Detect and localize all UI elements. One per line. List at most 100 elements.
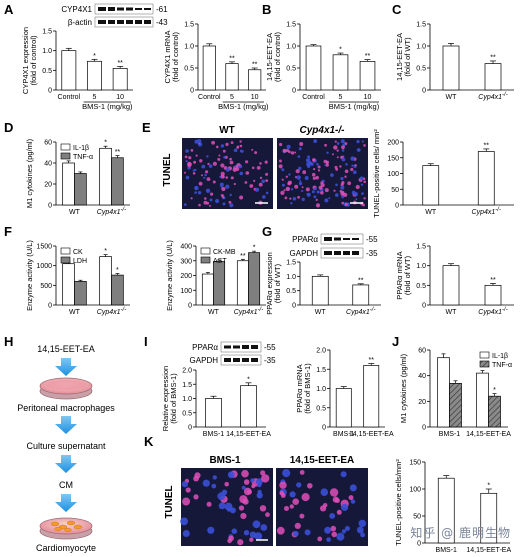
y-tick-label: 0.5 xyxy=(286,288,296,295)
bar xyxy=(213,261,226,306)
blot-i-band1-label: PPARα xyxy=(192,343,218,352)
y-tick-label: 100 xyxy=(180,288,192,295)
y-tick-label: 60 xyxy=(418,348,426,355)
bar xyxy=(484,284,502,306)
x-tick-label: 5 xyxy=(230,94,234,101)
legend-label: TNF-α xyxy=(492,362,512,369)
tunel-e-image-2 xyxy=(277,138,368,209)
panel-letter-j: J xyxy=(392,334,399,349)
flow-arrow-3 xyxy=(55,455,77,473)
blot-g-band1 xyxy=(320,233,364,245)
chart-j: 0 20 40 60 M1 cytokines (pg/ml) BMS-1 14,15-EE… xyxy=(399,348,512,439)
y-tick-label: 1.0 xyxy=(182,396,192,403)
y-tick-label: 1.5 xyxy=(286,260,296,267)
y-tick-label: 40 xyxy=(44,161,52,168)
legend-label: LDH xyxy=(73,258,87,265)
y-tick-label: 40 xyxy=(418,373,426,380)
legend-swatch xyxy=(60,247,71,255)
x-tick-label: Cyp4x1-/- xyxy=(478,307,507,316)
tunel-e-label-1: WT xyxy=(219,125,235,136)
panel-letter-i: I xyxy=(144,334,148,349)
x-tick-label: Cyp4x1-/- xyxy=(97,307,126,316)
bar xyxy=(201,273,214,306)
bar xyxy=(477,151,495,206)
flow-arrow-4 xyxy=(55,494,77,512)
significance-marker: * xyxy=(104,140,107,147)
significance-marker: ** xyxy=(229,55,235,62)
bar xyxy=(363,365,380,428)
y-tick-label: 0 xyxy=(48,203,52,210)
blot-g-kda1: -55 xyxy=(366,235,378,244)
tunel-nuclei xyxy=(276,469,366,542)
bar xyxy=(248,252,261,306)
y-tick-label: 200 xyxy=(180,273,192,280)
bar xyxy=(437,357,450,428)
blot-a-kda1: -61 xyxy=(156,5,168,14)
y-tick-label: 200 xyxy=(387,140,399,147)
y-tick-label: 0.5 xyxy=(182,410,192,417)
legend-swatch xyxy=(200,256,211,264)
y-tick-label: 60 xyxy=(44,140,52,147)
significance-marker: ** xyxy=(117,60,123,67)
bar xyxy=(99,147,112,206)
bar xyxy=(476,372,489,428)
y-axis-label: 14,15-EET-EA xyxy=(265,33,274,81)
y-tick-label: 0 xyxy=(48,303,52,310)
bar xyxy=(111,274,124,306)
x-tick-label: Cyp4x1-/- xyxy=(472,207,501,216)
blot-i-kda2: -35 xyxy=(264,356,276,365)
bar xyxy=(74,281,87,306)
y-axis-label: PPARα mRNA xyxy=(395,251,404,299)
bar xyxy=(488,395,501,428)
y-tick-label: 20 xyxy=(418,399,426,406)
tunel-e-label-2: Cyp4x1-/- xyxy=(299,125,345,136)
bar xyxy=(335,388,352,428)
y-tick-label: 1.5 xyxy=(182,382,192,389)
y-tick-label: 150 xyxy=(387,155,399,162)
y-tick-label: 0 xyxy=(292,303,296,310)
y-axis-label: M1 cytokines (pg/ml) xyxy=(399,353,408,423)
flow-step-4: CM xyxy=(59,480,73,490)
significance-marker: * xyxy=(481,364,484,371)
panel-letter-d: D xyxy=(4,120,13,135)
y-axis-label: Relative expression xyxy=(161,366,170,431)
legend-swatch xyxy=(479,360,490,368)
y-tick-label: 1.5 xyxy=(42,29,52,36)
bar xyxy=(111,157,124,206)
x-tick-label: BMS-1 xyxy=(436,547,458,554)
blot-i-band1 xyxy=(220,341,262,353)
x-tick-label: 14,15-EET-EA xyxy=(466,547,511,554)
flow-arrow-1 xyxy=(55,358,77,376)
significance-marker: * xyxy=(93,53,96,60)
x-tick-label: Control xyxy=(198,94,221,101)
y-tick-label: 0 xyxy=(422,303,426,310)
chart-g2: 0 0.5 1.0 1.5 PPARα mRNA (fold of WT) WT Cyp4x1… xyxy=(395,244,514,316)
blot-g-band2-label: GAPDH xyxy=(290,249,319,258)
x-tick-label: 14,15-EET-EA xyxy=(349,431,394,438)
y-axis-label: TUNEL-positive cells/mm² xyxy=(394,459,403,546)
bar xyxy=(61,50,77,91)
petri-dish-icon xyxy=(39,377,93,400)
flow-step-2: Peritoneal macrophages xyxy=(17,403,115,413)
x-tick-label: 10 xyxy=(364,94,372,101)
bar xyxy=(62,263,75,306)
panel-letter-c: C xyxy=(392,2,402,17)
bar xyxy=(202,45,216,91)
y-tick-label: 0 xyxy=(188,425,192,432)
y-axis-label: (fold of WT) xyxy=(403,255,412,295)
y-tick-label: 0 xyxy=(188,303,192,310)
chart-a2: 0 0.5 1.0 1.5 CYP4X1 mRNA (fold of control) Co… xyxy=(163,22,269,112)
tunel-e-side-label: TUNEL xyxy=(162,153,173,186)
bar xyxy=(236,260,249,306)
significance-marker: * xyxy=(253,245,256,252)
blot-i-band2 xyxy=(220,354,262,366)
x-tick-label: 14,15-EET-EA xyxy=(226,431,271,438)
y-tick-label: 0 xyxy=(422,425,426,432)
chart-e: 0 50 100 150 200 TUNEL-positive cells/ mm² WT C… xyxy=(372,129,514,218)
bar xyxy=(205,398,222,428)
y-tick-label: 1.0 xyxy=(416,263,426,270)
x-tick-label: BMS-1 xyxy=(203,431,225,438)
x-tick-label: WT xyxy=(315,309,327,316)
y-tick-label: 0.5 xyxy=(42,68,52,75)
bar xyxy=(449,383,462,428)
